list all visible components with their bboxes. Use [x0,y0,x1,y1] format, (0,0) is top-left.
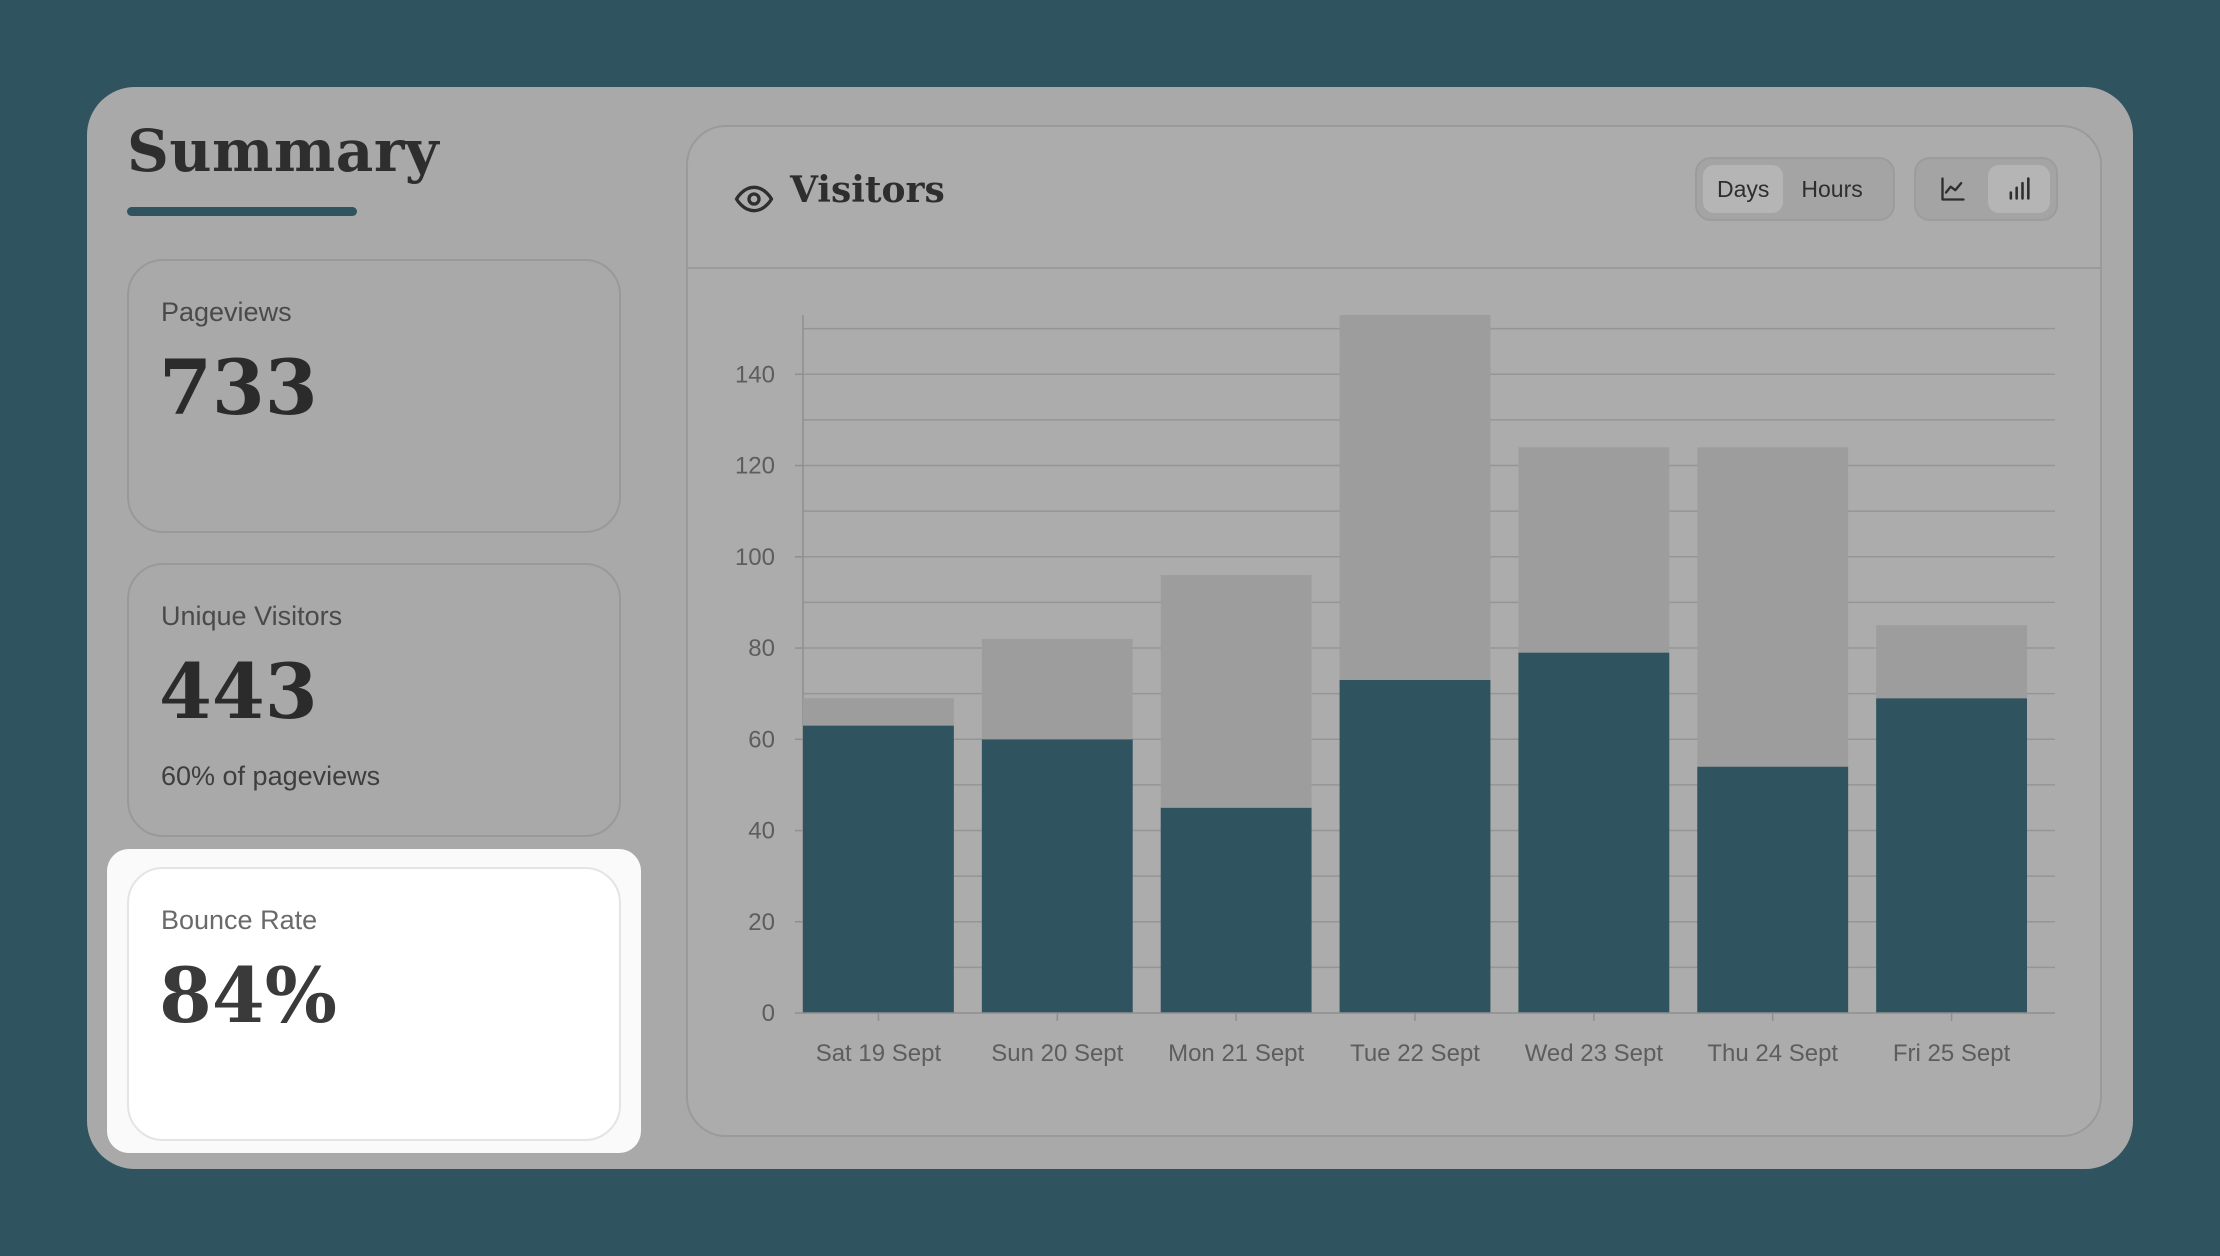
bar-chart-button[interactable] [1988,165,2050,213]
bar-visitors-segment [981,739,1133,1013]
bar-pageviews-segment [803,698,954,726]
unique-visitors-value: 443 [159,647,318,736]
x-tick-label: Thu 24 Sept [1707,1040,1838,1067]
bar-visitors-segment [1697,766,1849,1013]
hours-toggle-button[interactable]: Hours [1801,175,1863,202]
visitors-chart-card: Visitors Days Hours [686,125,2102,1137]
bounce-rate-card[interactable]: Bounce Rate 84% [127,867,621,1141]
pageviews-label: Pageviews [161,297,292,327]
bounce-rate-value: 84% [159,951,337,1040]
bar-pageviews-segment [1339,315,1491,680]
x-tick-label: Wed 23 Sept [1525,1040,1664,1067]
eye-icon [734,185,774,213]
range-toggle: Days Hours [1695,157,1895,221]
line-chart-button[interactable] [1922,165,1984,213]
unique-visitors-label: Unique Visitors [161,601,343,631]
visitors-bar-chart: 0 20 40 60 80 100 120 140 Sat 19 Sept Sun 20 Sept… [735,315,2055,1067]
chart-type-toggle [1914,157,2058,221]
bar-pageviews-segment [1160,575,1312,808]
bar-visitors-segment [1518,652,1670,1013]
pageviews-value: 733 [159,343,318,432]
bar-visitors-segment [1876,698,2027,1013]
bar-visitors-segment [803,725,954,1013]
unique-visitors-percent: 60% of pageviews [161,761,381,791]
page-title: Summary [127,117,440,185]
unique-visitors-card[interactable]: Unique Visitors 443 60% of pageviews [127,563,621,837]
bounce-rate-label: Bounce Rate [161,905,318,935]
line-chart-icon [1941,177,1965,201]
y-tick-label: 60 [748,726,775,753]
y-tick-label: 20 [748,909,775,936]
pageviews-card[interactable]: Pageviews 733 [127,259,621,533]
bar-visitors-segment [1160,807,1312,1013]
y-tick-label: 140 [735,361,775,388]
bar-visitors-segment [1339,679,1491,1013]
visitors-header: Visitors Days Hours [688,127,2100,269]
y-tick-label: 80 [748,635,775,662]
x-tick-label: Fri 25 Sept [1893,1040,2011,1067]
y-tick-label: 40 [748,818,775,845]
title-underline [127,207,357,216]
x-tick-label: Tue 22 Sept [1350,1040,1480,1067]
bar-pageviews-segment [1697,447,1849,767]
y-tick-label: 100 [735,544,775,571]
bar-pageviews-segment [981,638,1133,740]
summary-panel: Summary Pageviews 733 Unique Visitors 44… [87,87,2133,1169]
y-tick-label: 120 [735,453,775,480]
bar-chart-icon [2009,177,2030,200]
visitors-title: Visitors [790,169,945,211]
y-tick-label: 0 [762,1000,775,1027]
x-tick-label: Mon 21 Sept [1168,1040,1304,1067]
x-tick-label: Sun 20 Sept [991,1040,1123,1067]
bar-pageviews-segment [1518,447,1670,653]
x-tick-label: Sat 19 Sept [816,1040,942,1067]
bar-pageviews-segment [1876,625,2027,699]
days-toggle-button[interactable]: Days [1703,165,1784,213]
